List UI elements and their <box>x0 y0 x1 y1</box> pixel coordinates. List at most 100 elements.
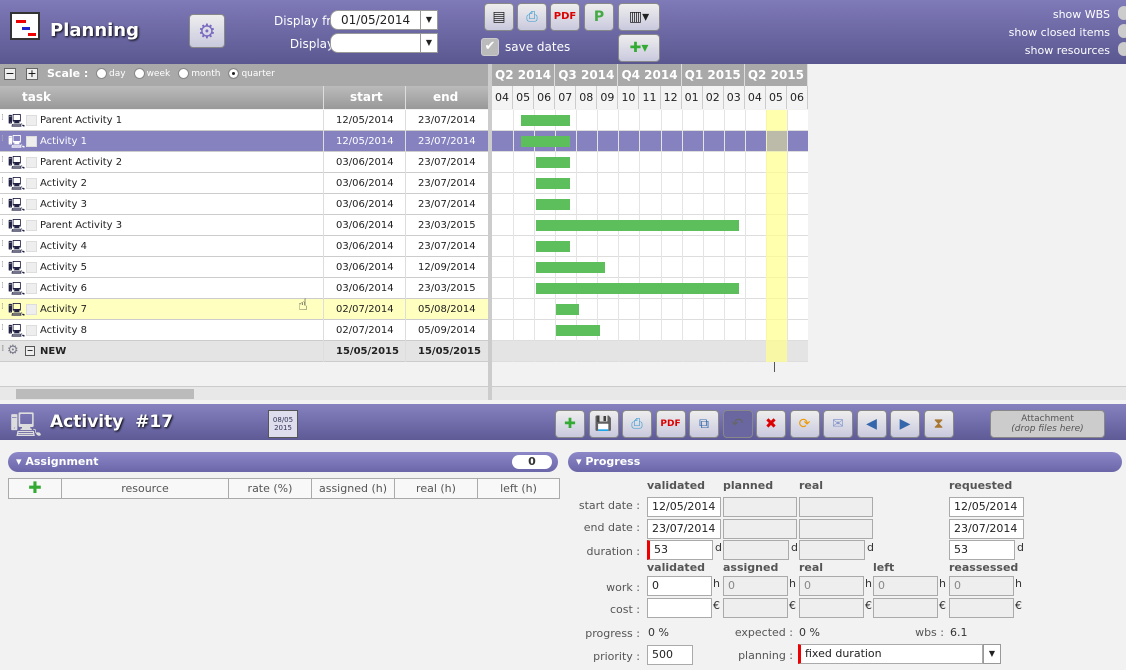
checkbox[interactable] <box>26 283 37 294</box>
drag-handle[interactable]: ⁞ <box>1 239 4 249</box>
gantt-bar[interactable] <box>535 199 571 210</box>
planning-select[interactable]: fixed duration <box>798 644 983 664</box>
new-row[interactable]: ⁞ ⚙ − NEW 15/05/2015 15/05/2015 <box>0 341 488 362</box>
duration-input[interactable]: 53 <box>949 540 1015 560</box>
new-item-menu-icon[interactable]: ✚▾ <box>618 34 660 62</box>
task-name[interactable]: NEW <box>40 346 67 357</box>
print-icon[interactable]: ⎙ <box>622 410 652 438</box>
copy-icon[interactable]: ⧉ <box>689 410 719 438</box>
task-row[interactable]: ⁞ 🖳 Activity 7 02/07/2014 05/08/2014 <box>0 299 488 320</box>
task-row[interactable]: ⁞ 🖳 Parent Activity 2 03/06/2014 23/07/2014 <box>0 152 488 173</box>
task-name[interactable]: Parent Activity 1 <box>40 115 123 126</box>
radio-button[interactable] <box>178 68 190 79</box>
task-column-header[interactable]: task <box>22 90 51 104</box>
pdf-icon[interactable]: PDF <box>550 3 580 31</box>
show-wbs-toggle[interactable] <box>1118 6 1126 20</box>
gears-icon[interactable]: ⚙ <box>189 14 225 48</box>
task-name[interactable]: Activity 3 <box>40 199 87 210</box>
gantt-bar[interactable] <box>535 178 571 189</box>
refresh-icon[interactable]: ⟳ <box>789 410 820 438</box>
duration-input[interactable]: 53 <box>647 540 713 560</box>
drag-handle[interactable]: ⁞ <box>1 176 4 186</box>
task-name[interactable]: Activity 8 <box>40 325 87 336</box>
checkbox[interactable] <box>26 262 37 273</box>
task-name[interactable]: Activity 5 <box>40 262 87 273</box>
display-from-input[interactable]: 01/05/2014 <box>330 10 438 30</box>
work-input[interactable]: 0 <box>647 576 712 596</box>
collapse-icon[interactable]: − <box>25 346 35 356</box>
indent-icon[interactable]: ◀ <box>856 410 887 438</box>
drag-handle[interactable]: ⁞ <box>1 155 4 165</box>
pdf-icon[interactable]: PDF <box>655 410 686 438</box>
drag-handle[interactable]: ⁞ <box>1 134 4 144</box>
drag-handle[interactable]: ⁞ <box>1 197 4 207</box>
save-planning-icon[interactable]: ▤ <box>484 3 514 31</box>
radio-button[interactable] <box>96 68 107 79</box>
checkbox[interactable] <box>26 325 37 336</box>
collapse-all-button[interactable]: − <box>4 67 16 80</box>
end-date-input[interactable]: 23/07/2014 <box>949 519 1024 539</box>
task-name[interactable]: Activity 6 <box>40 283 87 294</box>
end-date-input[interactable]: 23/07/2014 <box>647 519 721 539</box>
task-row[interactable]: ⁞ 🖳 Activity 2 03/06/2014 23/07/2014 <box>0 173 488 194</box>
columns-menu-icon[interactable]: ▥▾ <box>618 3 660 31</box>
outdent-icon[interactable]: ▶ <box>890 410 920 438</box>
checkbox[interactable] <box>26 199 37 210</box>
task-row[interactable]: ⁞ 🖳 Parent Activity 3 03/06/2014 23/03/2015 <box>0 215 488 236</box>
gantt-bar[interactable] <box>535 241 571 252</box>
assignment-section-header[interactable]: ▾ Assignment 0 <box>8 452 558 472</box>
gantt-bar[interactable] <box>555 325 601 336</box>
scale-option-week[interactable]: week <box>133 68 170 79</box>
splitter[interactable] <box>488 64 492 400</box>
drag-handle[interactable]: ⁞ <box>1 302 4 312</box>
end-column-header[interactable]: end <box>433 90 459 104</box>
project-export-icon[interactable]: P <box>584 3 614 31</box>
start-date-input[interactable]: 12/05/2014 <box>647 497 721 517</box>
scale-option-day[interactable]: day <box>96 68 126 79</box>
checkbox[interactable] <box>26 157 37 168</box>
gantt-bar[interactable] <box>555 304 579 315</box>
task-name[interactable]: Parent Activity 2 <box>40 157 123 168</box>
checkbox[interactable] <box>26 241 37 252</box>
attachment-dropzone[interactable]: Attachment (drop files here) <box>990 410 1105 438</box>
display-from-dropdown[interactable]: ▼ <box>420 10 438 30</box>
task-row[interactable]: ⁞ 🖳 Activity 8 02/07/2014 05/09/2014 <box>0 320 488 341</box>
checkbox[interactable] <box>26 304 37 315</box>
checkbox[interactable] <box>26 178 37 189</box>
gantt-bar[interactable] <box>520 115 571 126</box>
drag-handle[interactable]: ⁞ <box>1 323 4 333</box>
gantt-bar[interactable] <box>520 136 571 147</box>
drag-handle[interactable]: ⁞ <box>1 281 4 291</box>
drag-handle[interactable]: ⁞ <box>1 218 4 228</box>
gantt-scrollbar[interactable] <box>492 386 1126 400</box>
undo-icon[interactable]: ↶ <box>722 410 753 438</box>
task-row[interactable]: ⁞ 🖳 Activity 5 03/06/2014 12/09/2014 <box>0 257 488 278</box>
priority-input[interactable]: 500 <box>647 645 693 665</box>
add-assignment-button[interactable]: ✚ <box>9 479 62 498</box>
new-icon[interactable]: ✚ <box>555 410 585 438</box>
gantt-bar[interactable] <box>535 157 571 168</box>
checkbox[interactable] <box>26 136 37 147</box>
show-resources-toggle[interactable] <box>1118 42 1126 56</box>
progress-section-header[interactable]: ▾ Progress <box>568 452 1122 472</box>
task-row[interactable]: ⁞ 🖳 Activity 1 12/05/2014 23/07/2014 <box>0 131 488 152</box>
scale-option-quarter[interactable]: quarter <box>228 68 275 79</box>
cost-input[interactable] <box>647 598 712 618</box>
print-icon[interactable]: ⎙ <box>517 3 547 31</box>
drag-handle[interactable]: ⁞ <box>1 260 4 270</box>
task-row[interactable]: ⁞ 🖳 Parent Activity 1 12/05/2014 23/07/2014 <box>0 110 488 131</box>
gantt-bar[interactable] <box>535 220 739 231</box>
planning-dropdown[interactable]: ▼ <box>983 644 1001 664</box>
drag-handle[interactable]: ⁞ <box>1 113 4 123</box>
checkbox[interactable] <box>26 115 37 126</box>
task-row[interactable]: ⁞ 🖳 Activity 3 03/06/2014 23/07/2014 <box>0 194 488 215</box>
task-name[interactable]: Parent Activity 3 <box>40 220 123 231</box>
radio-button[interactable] <box>228 68 240 79</box>
radio-button[interactable] <box>133 68 145 79</box>
scale-option-month[interactable]: month <box>178 68 220 79</box>
task-name[interactable]: Activity 2 <box>40 178 87 189</box>
start-date-input[interactable]: 12/05/2014 <box>949 497 1024 517</box>
show-closed-toggle[interactable] <box>1118 24 1126 38</box>
gantt-bar[interactable] <box>535 262 606 273</box>
checkbox[interactable] <box>26 220 37 231</box>
